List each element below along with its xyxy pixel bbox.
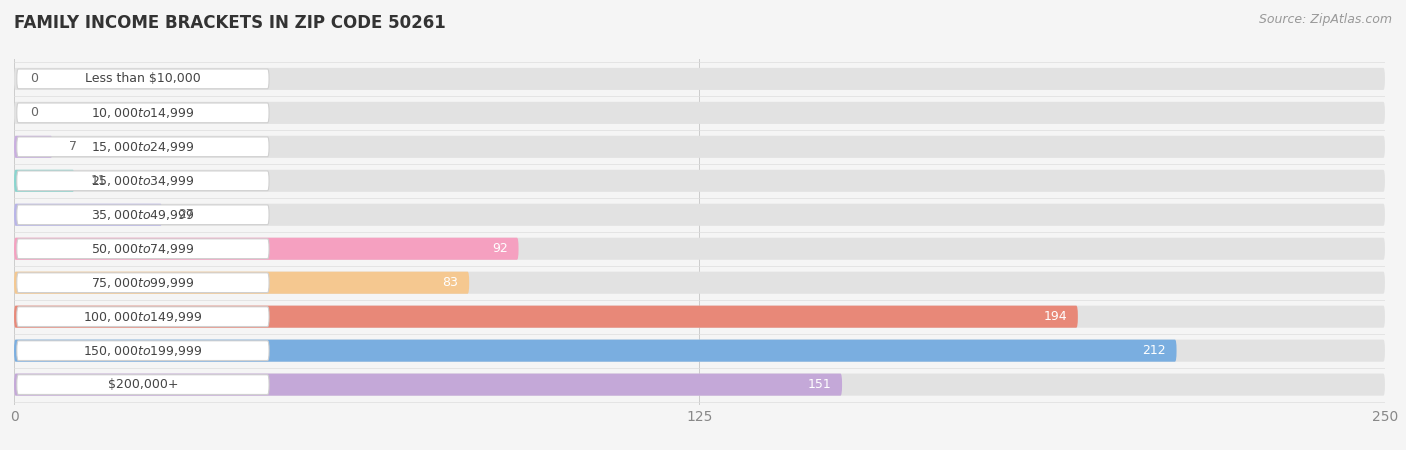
FancyBboxPatch shape — [14, 136, 52, 158]
Text: 27: 27 — [179, 208, 194, 221]
FancyBboxPatch shape — [17, 205, 269, 225]
Text: 0: 0 — [31, 72, 38, 86]
Text: 212: 212 — [1142, 344, 1166, 357]
FancyBboxPatch shape — [17, 341, 269, 360]
FancyBboxPatch shape — [14, 170, 1385, 192]
Text: 83: 83 — [443, 276, 458, 289]
FancyBboxPatch shape — [14, 170, 75, 192]
Text: $10,000 to $14,999: $10,000 to $14,999 — [91, 106, 194, 120]
FancyBboxPatch shape — [17, 137, 269, 157]
Text: $100,000 to $149,999: $100,000 to $149,999 — [83, 310, 202, 324]
Text: $35,000 to $49,999: $35,000 to $49,999 — [91, 208, 194, 222]
Text: $150,000 to $199,999: $150,000 to $199,999 — [83, 344, 202, 358]
Text: Source: ZipAtlas.com: Source: ZipAtlas.com — [1258, 14, 1392, 27]
FancyBboxPatch shape — [14, 136, 1385, 158]
FancyBboxPatch shape — [14, 306, 1385, 328]
FancyBboxPatch shape — [17, 307, 269, 327]
FancyBboxPatch shape — [17, 239, 269, 259]
Text: $200,000+: $200,000+ — [108, 378, 179, 391]
Text: $75,000 to $99,999: $75,000 to $99,999 — [91, 276, 194, 290]
Text: 194: 194 — [1043, 310, 1067, 323]
FancyBboxPatch shape — [14, 272, 1385, 294]
FancyBboxPatch shape — [14, 68, 1385, 90]
FancyBboxPatch shape — [14, 238, 519, 260]
FancyBboxPatch shape — [14, 374, 842, 396]
FancyBboxPatch shape — [14, 238, 1385, 260]
Text: 151: 151 — [807, 378, 831, 391]
Text: $25,000 to $34,999: $25,000 to $34,999 — [91, 174, 194, 188]
FancyBboxPatch shape — [14, 204, 162, 226]
FancyBboxPatch shape — [17, 171, 269, 191]
Text: 92: 92 — [492, 242, 508, 255]
Text: 0: 0 — [31, 106, 38, 119]
Text: $50,000 to $74,999: $50,000 to $74,999 — [91, 242, 194, 256]
FancyBboxPatch shape — [17, 103, 269, 123]
FancyBboxPatch shape — [14, 306, 1078, 328]
Text: 11: 11 — [91, 174, 107, 187]
FancyBboxPatch shape — [14, 204, 1385, 226]
FancyBboxPatch shape — [17, 69, 269, 89]
Text: $15,000 to $24,999: $15,000 to $24,999 — [91, 140, 194, 154]
Text: 7: 7 — [69, 140, 77, 153]
FancyBboxPatch shape — [17, 375, 269, 395]
FancyBboxPatch shape — [14, 102, 1385, 124]
FancyBboxPatch shape — [17, 273, 269, 292]
FancyBboxPatch shape — [14, 340, 1385, 362]
Text: Less than $10,000: Less than $10,000 — [84, 72, 201, 86]
FancyBboxPatch shape — [14, 272, 470, 294]
Text: FAMILY INCOME BRACKETS IN ZIP CODE 50261: FAMILY INCOME BRACKETS IN ZIP CODE 50261 — [14, 14, 446, 32]
FancyBboxPatch shape — [14, 374, 1385, 396]
FancyBboxPatch shape — [14, 340, 1177, 362]
